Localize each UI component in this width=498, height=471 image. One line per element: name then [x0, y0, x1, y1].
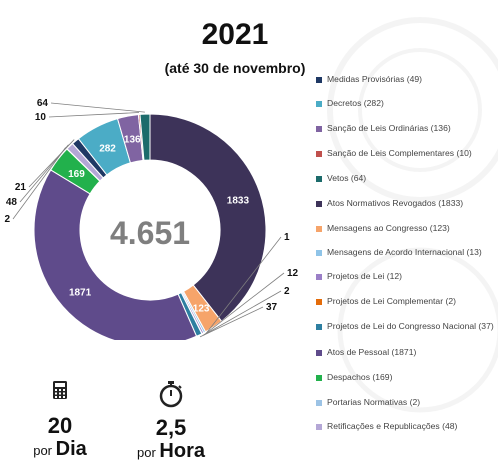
legend-swatch [316, 176, 322, 182]
legend-item-mensagens-ao-congresso: Mensagens ao Congresso (123) [316, 223, 450, 234]
leader-line-projetos-de-lei [203, 272, 285, 336]
slice-label-atos-de-pessoal: 1871 [69, 287, 92, 298]
slice-label-vetos: 64 [37, 98, 49, 109]
stat-per-day: 20 por Dia [18, 380, 102, 461]
legend-item-atos-normativos-revogados: Atos Normativos Revogados (1833) [316, 198, 463, 209]
slice-atos-de-pessoal [33, 169, 198, 340]
chart-subtitle: (até 30 de novembro) [164, 60, 306, 76]
leader-line-mensagens-de-acordo-internacional [205, 236, 282, 335]
slice-label-projetos-de-lei-do-congresso-nacional: 37 [266, 302, 278, 313]
stat-per-day-unit: por Dia [33, 438, 87, 460]
leader-line-sancao-de-leis-complementares [48, 112, 140, 118]
legend-label: Sanção de Leis Ordinárias (136) [327, 123, 451, 133]
legend-swatch [316, 201, 322, 207]
chart-title: 2021 [201, 18, 269, 51]
slice-label-sancao-de-leis-ordinarias: 136 [124, 135, 141, 146]
stat-per-hour-unit: por Hora [137, 440, 205, 462]
watermark-coat-of-arms [327, 17, 498, 413]
legend-swatch [316, 424, 322, 430]
legend-item-portarias-normativas: Portarias Normativas (2) [316, 397, 420, 408]
legend-swatch [316, 324, 322, 330]
legend-item-sancao-de-leis-complementares: Sanção de Leis Complementares (10) [316, 148, 472, 159]
legend-label: Mensagens ao Congresso (123) [327, 223, 450, 233]
legend-label: Decretos (282) [327, 98, 384, 108]
legend-item-vetos: Vetos (64) [316, 173, 366, 184]
legend-item-despachos: Despachos (169) [316, 372, 392, 383]
slice-label-projetos-de-lei: 12 [287, 268, 299, 279]
slice-atos-normativos-revogados [149, 113, 267, 322]
legend-swatch [316, 350, 322, 356]
slice-label-portarias-normativas: 2 [4, 214, 10, 225]
legend-label: Vetos (64) [327, 173, 367, 183]
legend-label: Portarias Normativas (2) [327, 397, 421, 407]
legend-swatch [316, 151, 322, 157]
leader-line-projetos-de-lei-complementar [202, 290, 282, 336]
legend-item-decretos: Decretos (282) [316, 98, 384, 109]
legend-label: Despachos (169) [327, 372, 393, 382]
slice-label-atos-normativos-revogados: 1833 [227, 196, 250, 207]
legend-swatch [316, 250, 322, 256]
legend-item-medidas-provisorias: Medidas Provisórias (49) [316, 74, 422, 85]
legend-label: Mensagens de Acordo Internacional (13) [327, 247, 482, 257]
legend-swatch [316, 126, 322, 132]
legend-swatch [316, 101, 322, 107]
slice-label-retificacoes-e-republicacoes: 48 [6, 197, 18, 208]
slice-label-projetos-de-lei-complementar: 2 [284, 286, 290, 297]
legend-label: Sanção de Leis Complementares (10) [327, 148, 472, 158]
legend-swatch [316, 299, 322, 305]
legend-item-mensagens-de-acordo-internacional: Mensagens de Acordo Internacional (13) [316, 247, 482, 258]
legend-item-projetos-de-lei-do-congresso-nacional: Projetos de Lei do Congresso Nacional (3… [316, 321, 494, 332]
calculator-icon [53, 381, 67, 399]
legend-label: Projetos de Lei (12) [327, 271, 402, 281]
legend-label: Projetos de Lei Complementar (2) [327, 296, 456, 306]
stopwatch-icon [159, 381, 183, 408]
legend-item-projetos-de-lei-complementar: Projetos de Lei Complementar (2) [316, 296, 456, 307]
stat-per-day-value: 20 [47, 413, 73, 438]
leader-line-portarias-normativas [12, 147, 66, 220]
legend-item-retificacoes-e-republicacoes: Retificações e Republicações (48) [316, 421, 457, 432]
legend-swatch [316, 400, 322, 406]
legend-label: Projetos de Lei do Congresso Nacional (3… [327, 321, 494, 331]
legend-label: Atos Normativos Revogados (1833) [327, 198, 464, 208]
legend-label: Atos de Pessoal (1871) [327, 347, 417, 357]
slice-label-medidas-provisorias: 21 [15, 182, 27, 193]
slice-label-sancao-de-leis-complementares: 10 [35, 112, 47, 123]
slice-vetos [139, 113, 151, 161]
legend-item-projetos-de-lei: Projetos de Lei (12) [316, 271, 402, 282]
stat-per-hour-value: 2,5 [155, 415, 187, 440]
slice-label-despachos: 169 [68, 169, 85, 180]
legend-swatch [316, 375, 322, 381]
slice-label-decretos: 282 [99, 143, 116, 154]
leader-line-projetos-de-lei-do-congresso-nacional [199, 306, 264, 338]
slice-label-mensagens-ao-congresso: 123 [193, 304, 210, 315]
stat-per-hour: 2,5 por Hora [124, 380, 218, 463]
legend-swatch [316, 274, 322, 280]
legend-item-sancao-de-leis-ordinarias: Sanção de Leis Ordinárias (136) [316, 123, 451, 134]
total-count: 4.651 [110, 215, 190, 251]
legend-item-atos-de-pessoal: Atos de Pessoal (1871) [316, 347, 416, 358]
legend-swatch [316, 226, 322, 232]
legend-label: Retificações e Republicações (48) [327, 421, 458, 431]
leader-line-vetos [50, 102, 145, 113]
leader-line-medidas-provisorias [28, 139, 75, 188]
legend-swatch [316, 77, 322, 83]
legend-label: Medidas Provisórias (49) [327, 74, 423, 84]
slice-label-mensagens-de-acordo-internacional: 1 [284, 232, 290, 243]
